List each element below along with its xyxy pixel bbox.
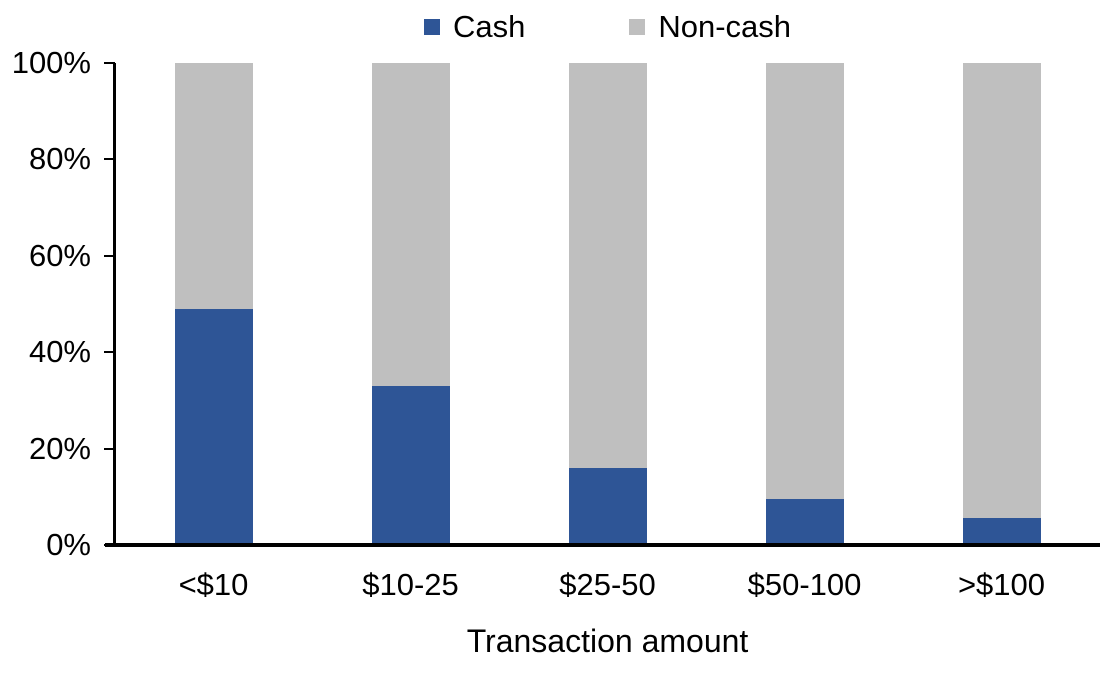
bar->$100 bbox=[962, 63, 1041, 545]
y-tick-2 bbox=[104, 351, 115, 354]
legend-item-non-cash: Non-cash bbox=[629, 7, 791, 47]
bar-$10-25 bbox=[371, 63, 450, 545]
x-tick-label-3: $50-100 bbox=[747, 567, 862, 602]
y-tick-1 bbox=[104, 447, 115, 450]
x-tick-label-4: >$100 bbox=[957, 567, 1046, 602]
y-axis-line bbox=[113, 63, 116, 545]
x-axis-title: Transaction amount bbox=[466, 623, 749, 659]
plot-area bbox=[113, 63, 1100, 545]
bar-$25-50 bbox=[568, 63, 647, 545]
y-tick-label-4: 80% bbox=[28, 141, 91, 177]
bar-segment-non-cash bbox=[765, 63, 844, 500]
y-tick-0 bbox=[104, 544, 115, 546]
y-tick-label-3: 60% bbox=[28, 237, 91, 273]
y-tick-4 bbox=[104, 158, 115, 161]
legend-item-cash: Cash bbox=[423, 7, 526, 47]
y-tick-label-5: 100% bbox=[11, 45, 91, 80]
bar-segment-cash bbox=[174, 308, 253, 545]
bar-segment-cash bbox=[568, 467, 647, 545]
bar-segment-non-cash bbox=[174, 63, 253, 309]
x-tick-label-1: $10-25 bbox=[362, 567, 459, 602]
y-tick-label-0: 0% bbox=[46, 527, 91, 562]
y-tick-label-2: 40% bbox=[28, 334, 91, 370]
y-tick-label-1: 20% bbox=[28, 430, 91, 466]
legend-label-non-cash: Non-cash bbox=[658, 9, 792, 44]
legend-label-cash: Cash bbox=[452, 9, 526, 44]
x-tick-label-2: $25-50 bbox=[559, 567, 656, 602]
bar-segment-non-cash bbox=[568, 63, 647, 468]
x-tick-label-0: <$10 bbox=[178, 567, 249, 602]
bar-segment-non-cash bbox=[962, 63, 1041, 519]
bar-segment-cash bbox=[371, 385, 450, 545]
legend-swatch-cash-icon bbox=[423, 19, 440, 35]
bar-segment-cash bbox=[962, 518, 1041, 545]
bar-segment-cash bbox=[765, 499, 844, 545]
y-tick-5 bbox=[104, 62, 115, 64]
x-axis-line bbox=[105, 543, 1100, 547]
bar-$50-100 bbox=[765, 63, 844, 545]
bar-<$10 bbox=[174, 63, 253, 545]
bar-segment-non-cash bbox=[371, 63, 450, 386]
legend-swatch-non-cash-icon bbox=[629, 19, 646, 35]
y-tick-3 bbox=[104, 254, 115, 257]
chart-legend: Cash Non-cash bbox=[115, 6, 1100, 48]
